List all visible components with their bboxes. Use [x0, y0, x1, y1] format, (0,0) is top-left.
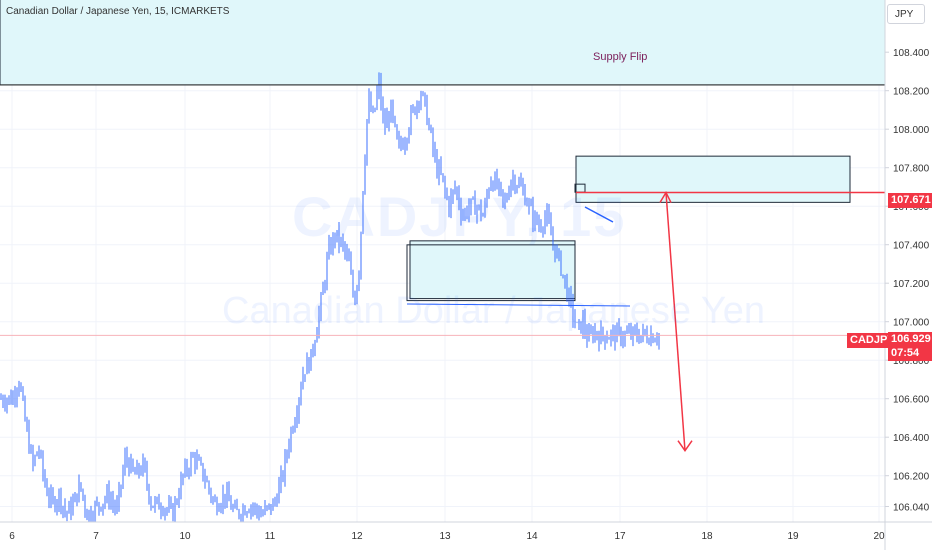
- time-tick-label: 18: [701, 531, 713, 542]
- time-tick-label: 20: [873, 531, 885, 542]
- price-tick-label: 107.000: [893, 318, 930, 329]
- price-tick-label: 108.000: [893, 125, 930, 136]
- projection-arrow: [665, 192, 686, 451]
- candles: [0, 72, 660, 522]
- last-price-tag: 106.929 07:54: [888, 332, 932, 361]
- price-tick-label: 106.040: [893, 503, 930, 514]
- time-tick-label: 12: [351, 531, 363, 542]
- last-price-value: 106.929: [891, 333, 931, 345]
- level-price-tag: 107.671: [888, 193, 932, 208]
- price-tick-label: 108.400: [893, 48, 930, 59]
- price-tick-label: 106.200: [893, 472, 930, 483]
- overlays: [0, 84, 885, 452]
- price-tick-label: 107.800: [893, 164, 930, 175]
- supply-flip-zone: [0, 0, 886, 86]
- price-tick-label: 107.200: [893, 279, 930, 290]
- time-axis[interactable]: 6 7 10 11 12 13 14 17 18 19 20: [0, 521, 932, 542]
- supply-flip-label: Supply Flip: [593, 51, 648, 63]
- currency-selector[interactable]: JPY: [887, 4, 925, 24]
- zone-outline: [406, 244, 576, 302]
- time-tick-label: 14: [526, 531, 538, 542]
- time-tick-label: 10: [179, 531, 191, 542]
- bar-countdown: 07:54: [891, 347, 920, 359]
- zones: [0, 0, 886, 302]
- time-tick-label: 6: [9, 531, 15, 542]
- time-tick-label: 19: [787, 531, 799, 542]
- base-line: [406, 303, 631, 307]
- time-tick-label: 7: [93, 531, 99, 542]
- trend-line: [584, 206, 614, 223]
- time-tick-label: 13: [439, 531, 451, 542]
- price-tick-label: 106.400: [893, 433, 930, 444]
- symbol-price-tag: CADJPY: [847, 333, 898, 348]
- arrow-head: [677, 440, 693, 452]
- price-tick-label: 107.400: [893, 241, 930, 252]
- demand-zone-1: [575, 155, 851, 203]
- price-tick-label: 106.600: [893, 395, 930, 406]
- price-tick-label: 106.800: [893, 356, 930, 367]
- time-tick-label: 17: [614, 531, 626, 542]
- price-tick-label: 108.200: [893, 87, 930, 98]
- price-axis[interactable]: 106.040 106.200 106.400 106.600 106.800 107.0…: [884, 0, 930, 550]
- demand-zone-2: [409, 240, 576, 300]
- symbol-header[interactable]: Canadian Dollar / Japanese Yen, 15, ICMA…: [6, 6, 230, 17]
- time-tick-label: 11: [265, 531, 276, 542]
